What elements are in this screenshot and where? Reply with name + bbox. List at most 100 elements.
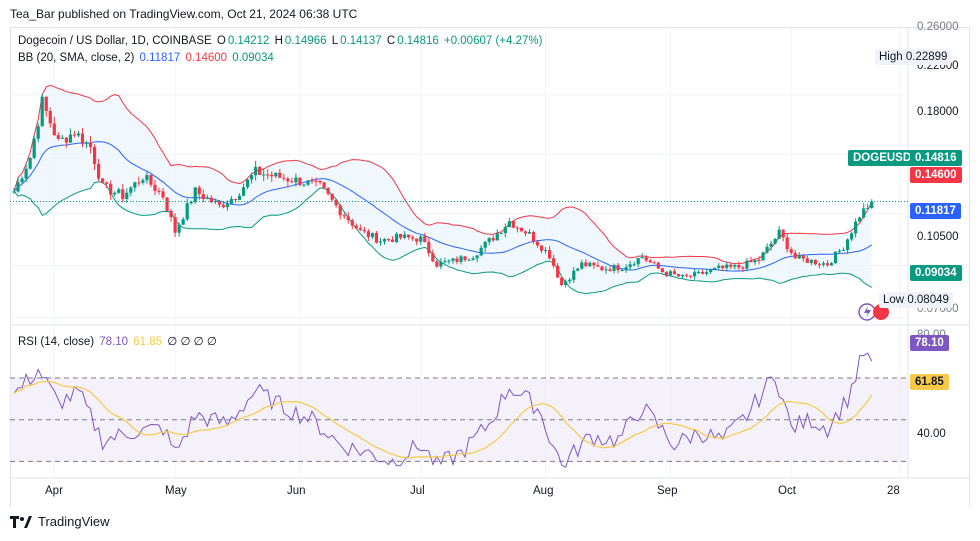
price-tick-0: 0.26000 [917,21,959,33]
price-tick-4: 0.10500 [917,231,959,243]
footer-brand[interactable]: TradingView [10,514,110,529]
candle-207 [845,238,850,255]
candle-body-31 [137,182,141,184]
candle-body-37 [161,191,165,198]
candle-body-155 [636,258,640,265]
candle-body-159 [652,262,656,264]
candle-body-166 [680,274,685,277]
candle-body-82 [342,215,346,217]
candle-body-110 [455,258,459,262]
bb-lower-badge: 0.09034 [910,265,962,281]
candle-165 [676,273,681,277]
candle-81 [338,203,342,220]
candle-body-147 [604,269,608,271]
candle-body-114 [471,258,475,260]
candle-53 [225,200,230,211]
candle-185 [757,256,761,265]
candle-176 [721,264,725,271]
rsi-legend[interactable]: RSI (14, close) 78.10 61.85 ∅ ∅ ∅ ∅ [18,334,219,348]
candle-109 [451,257,455,264]
candle-156 [640,253,644,259]
candle-body-5 [32,138,36,158]
candle-body-80 [334,199,338,206]
bb-legend[interactable]: BB (20, SMA, close, 2) 0.11817 0.14600 0… [18,52,276,64]
candle-body-12 [60,137,64,139]
candle-body-142 [584,262,588,267]
candle-131 [539,245,544,254]
candle-195 [797,252,801,260]
candle-70 [294,173,298,187]
candle-body-10 [52,123,56,136]
candle-body-94 [390,239,395,242]
candle-138 [568,277,572,284]
candle-199 [813,259,817,266]
candle-body-107 [443,261,447,263]
candle-body-56 [237,195,242,200]
candle-body-172 [705,272,709,274]
candle-87 [362,226,366,234]
candle-body-68 [286,178,290,182]
time-label-may: May [165,485,187,497]
rsi-ma-badge: 61.85 [910,374,949,390]
candle-44 [189,200,193,205]
candle-84 [350,218,354,230]
candle-body-90 [374,232,379,243]
rsi-label: RSI (14, close) [18,336,95,348]
rsi-value-badge: 78.10 [910,335,949,351]
candle-body-184 [753,260,757,263]
candle-203 [829,261,834,266]
candle-body-20 [92,146,97,164]
tradingview-logo-icon [10,515,32,528]
low-marker-value: 0.08049 [907,294,949,306]
candle-148 [608,266,612,272]
candle-body-128 [527,231,532,234]
candle-50 [213,198,217,204]
candle-body-157 [644,257,648,261]
candle-body-189 [773,238,777,244]
rsi-extra-values: ∅ ∅ ∅ ∅ [167,336,217,348]
candle-body-179 [733,265,737,267]
candle-146 [600,265,604,272]
candle-60 [254,160,258,181]
candle-body-183 [749,260,753,263]
candle-body-193 [789,249,793,253]
candle-177 [725,261,729,272]
candle-106 [439,258,443,270]
candle-91 [378,237,383,246]
candle-11 [56,132,60,141]
candle-body-18 [84,142,89,144]
candle-body-200 [817,264,822,266]
low-value: 0.14137 [340,35,382,47]
candle-168 [688,275,693,279]
candle-31 [137,176,141,187]
candle-108 [447,259,451,265]
candle-body-67 [282,177,286,179]
candle-90 [374,231,379,244]
candle-body-103 [427,242,431,254]
time-label-jul: Jul [410,485,425,497]
candle-132 [543,247,548,254]
candle-body-101 [419,236,423,242]
candle-body-60 [254,166,258,176]
close-value: 0.14816 [397,35,439,47]
candle-103 [427,237,431,257]
candle-34 [149,174,153,188]
candle-163 [668,269,673,276]
candle-body-16 [76,133,81,136]
candle-94 [390,236,395,243]
candle-body-38 [165,197,169,212]
candle-213 [870,199,874,209]
candle-body-153 [628,264,632,268]
candle-body-62 [262,174,266,176]
candle-body-186 [761,252,765,261]
candle-23 [105,181,109,189]
candle-body-45 [193,187,197,202]
candle-body-98 [407,234,411,238]
candle-body-13 [64,137,68,143]
candle-110 [455,256,459,265]
candle-188 [769,240,773,251]
candle-body-188 [769,243,773,247]
candle-57 [241,183,246,197]
candle-body-116 [479,247,483,256]
